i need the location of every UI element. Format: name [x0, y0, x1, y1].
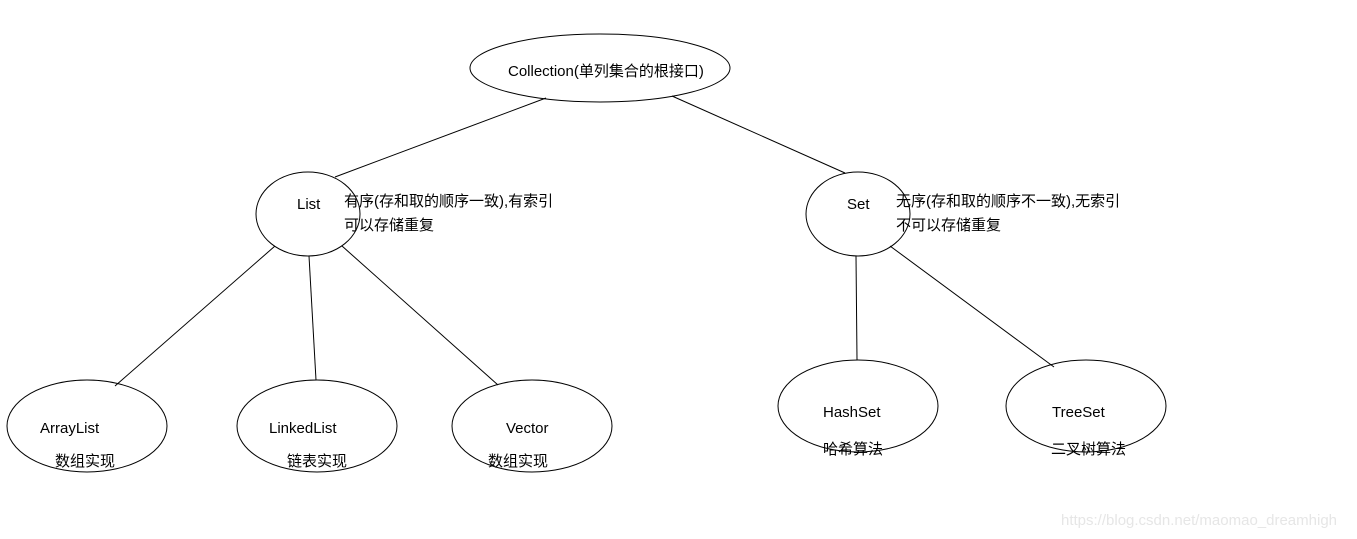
set-label: Set [847, 196, 870, 213]
node-ellipse [806, 172, 910, 256]
edges-group [115, 96, 1054, 386]
watermark-text: https://blog.csdn.net/maomao_dreamhigh [1061, 512, 1337, 529]
nodes-group [7, 34, 1166, 472]
linkedlist-label: LinkedList [269, 420, 337, 437]
vector-label: Vector [506, 420, 549, 437]
set-desc-line1: 无序(存和取的顺序不一致),无索引 [896, 193, 1120, 210]
edge-line [309, 256, 316, 380]
linkedlist-sub: 链表实现 [287, 450, 347, 471]
treeset-sub: 二叉树算法 [1051, 438, 1126, 459]
list-desc-line1: 有序(存和取的顺序一致),有索引 [344, 193, 553, 210]
diagram-canvas: Collection(单列集合的根接口) List 有序(存和取的顺序一致),有… [0, 0, 1357, 539]
set-description: 无序(存和取的顺序不一致),无索引 不可以存储重复 [896, 190, 1120, 238]
edge-line [890, 246, 1054, 367]
list-description: 有序(存和取的顺序一致),有索引 可以存储重复 [344, 190, 553, 238]
arraylist-label: ArrayList [40, 420, 99, 437]
edge-line [335, 98, 546, 177]
hashset-label: HashSet [823, 404, 881, 421]
edge-line [856, 256, 857, 360]
edge-line [672, 96, 845, 173]
arraylist-sub: 数组实现 [55, 450, 115, 471]
hashset-sub: 哈希算法 [823, 438, 883, 459]
edge-line [342, 246, 498, 385]
set-desc-line2: 不可以存储重复 [896, 217, 1001, 234]
vector-sub: 数组实现 [488, 450, 548, 471]
list-desc-line2: 可以存储重复 [344, 217, 434, 234]
root-label: Collection(单列集合的根接口) [508, 60, 704, 81]
treeset-label: TreeSet [1052, 404, 1105, 421]
list-label: List [297, 196, 320, 213]
edge-line [115, 246, 275, 386]
